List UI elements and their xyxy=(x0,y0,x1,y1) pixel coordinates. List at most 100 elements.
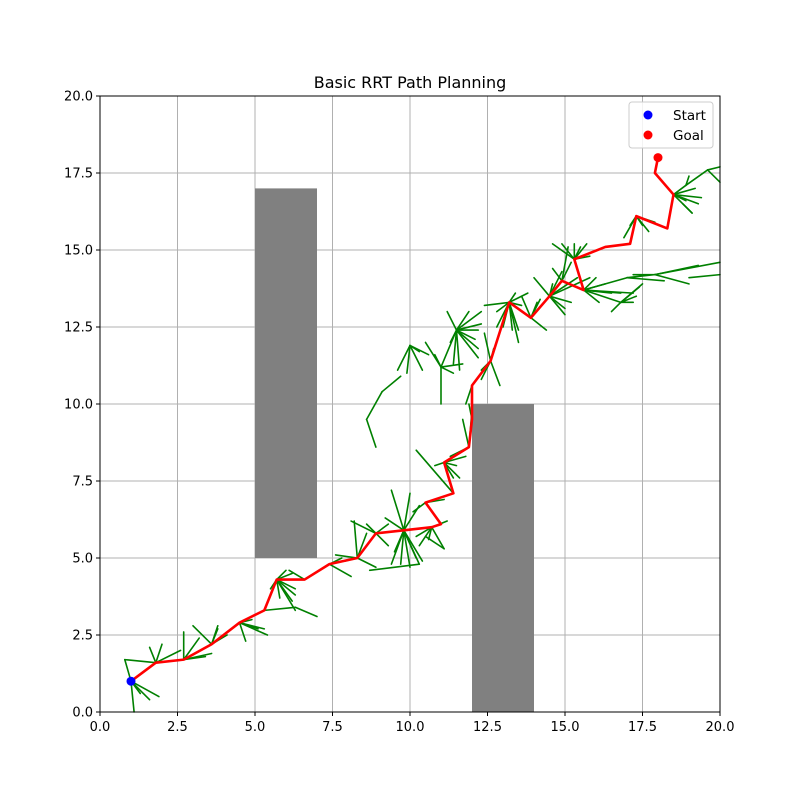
tree-edge xyxy=(275,578,281,599)
tree-edge xyxy=(433,461,445,467)
goal-point xyxy=(653,153,663,163)
chart-title: Basic RRT Path Planning xyxy=(314,73,507,92)
tree-edge xyxy=(706,166,721,171)
tree-edge xyxy=(381,375,402,393)
tree-edge xyxy=(412,501,427,513)
tree-edge xyxy=(688,273,721,279)
tree-edge xyxy=(635,215,650,233)
tree-edge xyxy=(415,449,455,495)
tree-edge xyxy=(551,243,576,261)
tree-edge xyxy=(365,418,377,448)
tree-edge xyxy=(375,532,390,547)
tree-edge xyxy=(508,301,514,331)
tree-edge xyxy=(409,344,424,371)
legend-goal-marker xyxy=(643,130,653,140)
tree-edge xyxy=(508,292,517,304)
tree-edge xyxy=(365,523,377,535)
tree-edge xyxy=(294,606,318,618)
tree-edge xyxy=(130,680,135,713)
tree-edge xyxy=(356,557,377,569)
tree-edge xyxy=(685,169,709,187)
tree-edge xyxy=(508,292,529,304)
tree-edge xyxy=(275,578,294,602)
tree-edge xyxy=(446,310,458,331)
tree-edge xyxy=(409,344,421,353)
tree-edge xyxy=(548,276,579,298)
tree-edge xyxy=(530,316,548,331)
y-tick-label: 7.5 xyxy=(72,475,93,490)
y-tick-label: 10.0 xyxy=(64,398,93,413)
tree-edge xyxy=(440,366,455,375)
y-tick-label: 0.0 xyxy=(72,706,93,721)
tree-edge xyxy=(582,289,635,294)
obstacle xyxy=(472,404,534,712)
x-tick-label: 2.5 xyxy=(167,720,188,735)
tree-edge xyxy=(390,489,405,532)
tree-edge xyxy=(396,344,411,371)
tree-edge xyxy=(520,295,532,319)
axis-ticks: 0.0 2.5 5.0 7.5 10.0 12.5 15.0 17.5 20.0 0.0 2.5 5.… xyxy=(64,90,734,736)
y-tick-label: 2.5 xyxy=(72,629,93,644)
start-point xyxy=(126,676,136,686)
tree-edge xyxy=(573,243,588,261)
tree-edge xyxy=(483,332,492,362)
tree-edge xyxy=(619,283,644,304)
tree-edge xyxy=(489,360,501,387)
x-tick-label: 17.5 xyxy=(628,720,657,735)
tree-edge xyxy=(430,526,445,550)
tree-edge xyxy=(443,461,458,467)
tree-edge xyxy=(455,329,480,350)
tree-edge xyxy=(275,578,297,590)
tree-edge xyxy=(685,175,690,187)
tree-edge xyxy=(368,563,421,572)
tree-edge xyxy=(365,390,383,421)
tree-edge xyxy=(548,295,573,304)
tree-edge xyxy=(427,526,433,541)
tree-edge xyxy=(561,261,573,282)
tree-edge xyxy=(288,569,306,581)
tree-edge xyxy=(449,329,458,344)
tree-edge xyxy=(551,267,563,282)
tree-edge xyxy=(654,273,690,285)
tree-edge xyxy=(275,578,297,596)
tree-edge xyxy=(148,646,157,664)
tree-edge xyxy=(455,329,461,371)
x-tick-label: 0.0 xyxy=(90,720,111,735)
y-tick-label: 20.0 xyxy=(64,90,93,105)
tree-edge xyxy=(582,289,600,304)
planned-path xyxy=(129,156,675,683)
tree-edge xyxy=(393,529,405,553)
start-goal-markers xyxy=(126,153,663,686)
tree-edge xyxy=(619,295,638,304)
x-tick-label: 15.0 xyxy=(551,720,580,735)
tree-edge xyxy=(706,169,721,184)
tree-edge xyxy=(328,563,352,578)
tree-edge xyxy=(275,569,287,581)
obstacle xyxy=(255,188,317,558)
tree-edge xyxy=(672,187,697,196)
tree-edge xyxy=(210,628,219,646)
tree-edge xyxy=(654,261,721,276)
tree-edge xyxy=(455,310,483,331)
obstacles xyxy=(255,188,534,712)
tree-edge xyxy=(672,184,687,196)
tree-edge xyxy=(155,649,182,664)
x-tick-label: 20.0 xyxy=(706,720,735,735)
tree-edge xyxy=(672,193,703,199)
tree-edge xyxy=(495,301,511,313)
legend-start-marker xyxy=(643,110,653,120)
tree-edge xyxy=(582,289,622,304)
tree-edge xyxy=(433,353,442,368)
tree-edge xyxy=(443,461,461,479)
tree-edge xyxy=(402,492,411,532)
tree-edge xyxy=(548,295,566,316)
tree-edge xyxy=(561,243,576,261)
tree-edge xyxy=(155,643,163,664)
tree-edge xyxy=(182,637,200,661)
tree-edge xyxy=(610,301,622,313)
legend-start-label: Start xyxy=(673,108,706,124)
tree-edge xyxy=(402,529,411,569)
tree-edge xyxy=(455,323,483,331)
tree-edge xyxy=(455,329,480,359)
